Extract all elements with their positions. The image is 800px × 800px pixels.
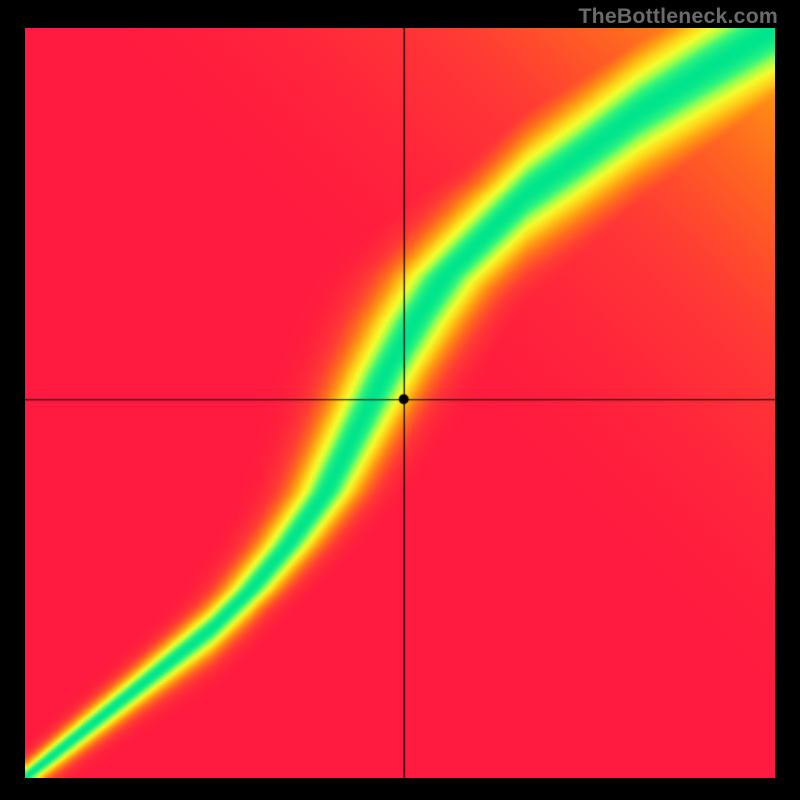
overlay-canvas: [25, 28, 775, 778]
watermark-text: TheBottleneck.com: [578, 4, 778, 29]
chart-frame: TheBottleneck.com: [0, 0, 800, 800]
plot-area: [25, 28, 775, 778]
